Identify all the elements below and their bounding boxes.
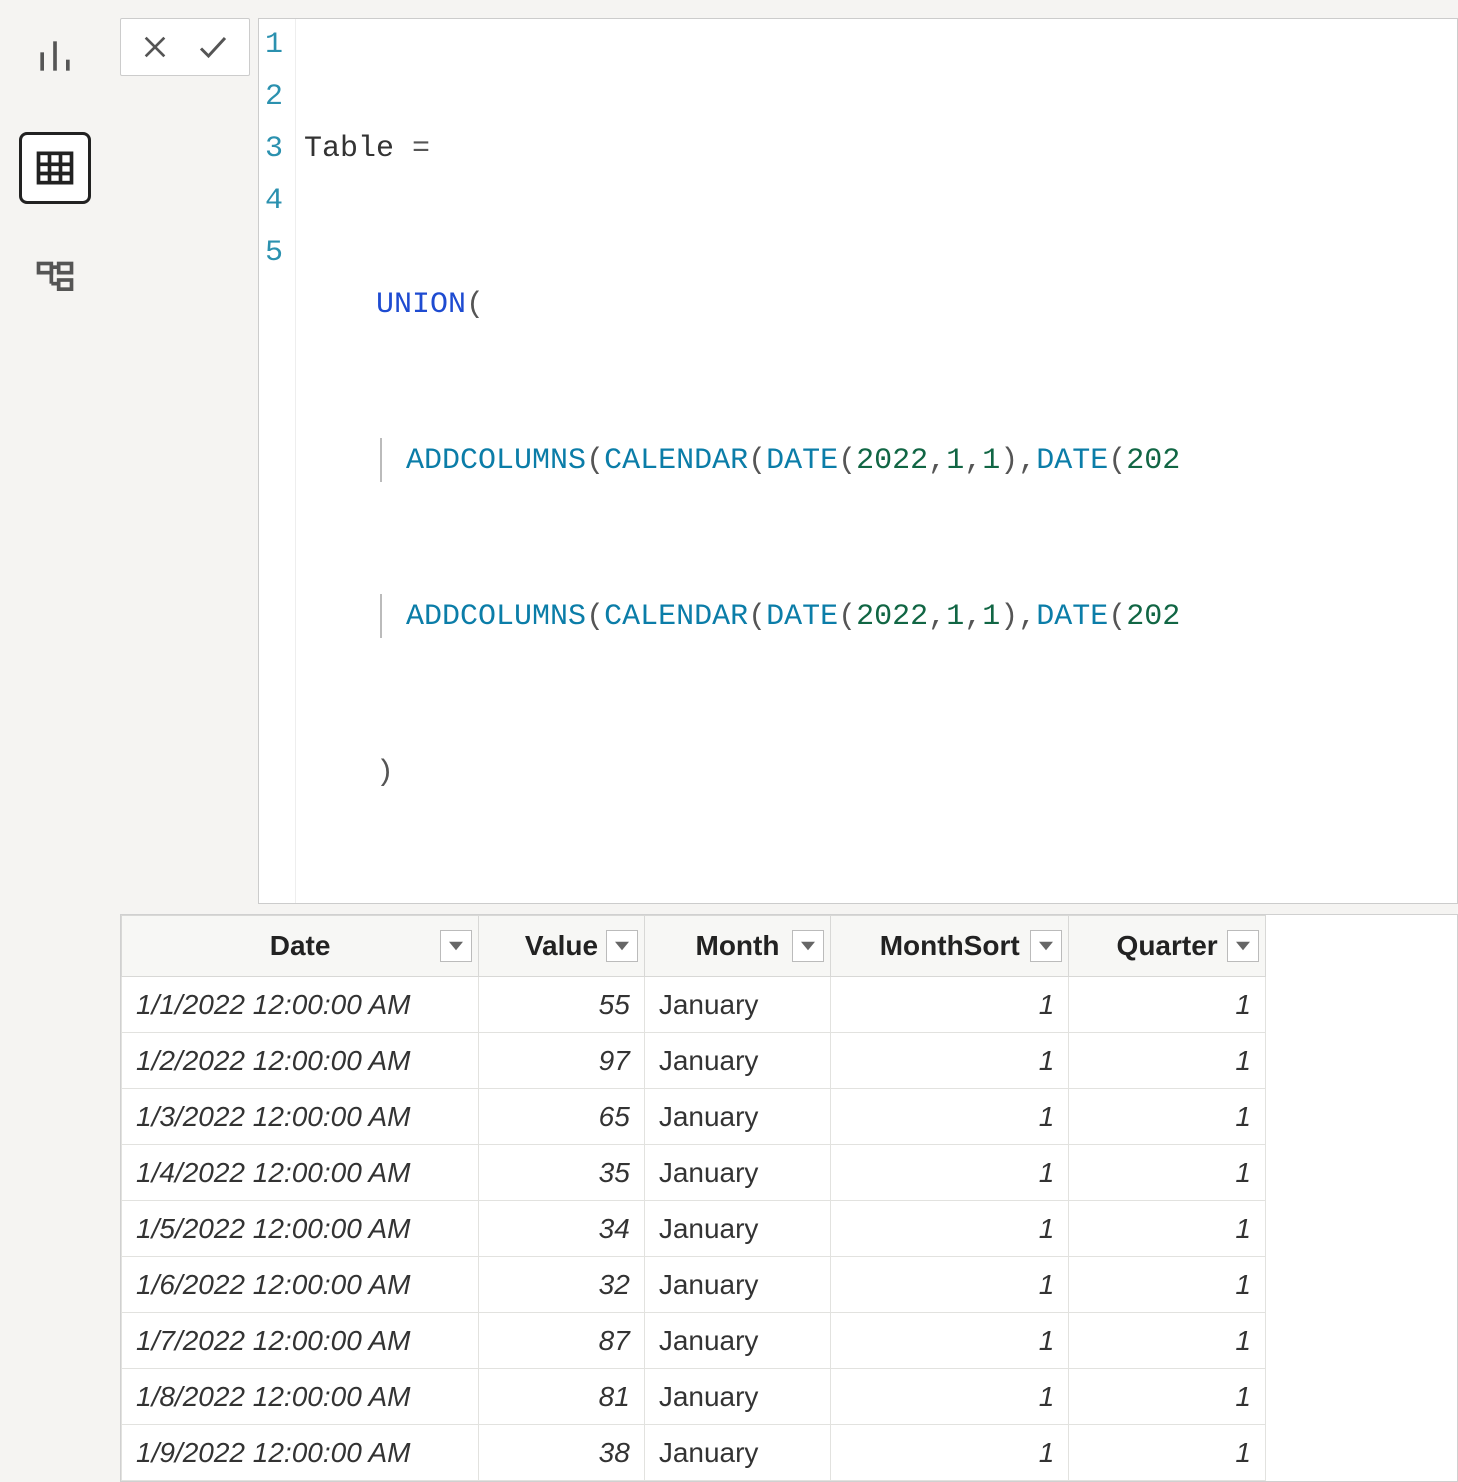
cell-month: January	[644, 1145, 830, 1201]
gutter-line: 5	[265, 227, 283, 279]
cell-month: January	[644, 1257, 830, 1313]
filter-dropdown-icon[interactable]	[792, 930, 824, 962]
code-line-4: ADDCOLUMNS(CALENDAR(DATE(2022,1,1),DATE(…	[304, 591, 1180, 643]
cell-date: 1/1/2022 12:00:00 AM	[122, 977, 479, 1033]
formula-bar: 1 2 3 4 5 Table = UNION( ADDCOLUMNS(CALE…	[120, 18, 1458, 904]
cell-value: 97	[479, 1033, 645, 1089]
cell-quarter: 1	[1069, 1089, 1266, 1145]
gutter-line: 4	[265, 175, 283, 227]
cell-date: 1/6/2022 12:00:00 AM	[122, 1257, 479, 1313]
cell-monthsort: 1	[831, 1089, 1069, 1145]
formula-editor[interactable]: 1 2 3 4 5 Table = UNION( ADDCOLUMNS(CALE…	[258, 18, 1458, 904]
filter-dropdown-icon[interactable]	[440, 930, 472, 962]
column-label: Month	[696, 930, 780, 962]
code-area[interactable]: Table = UNION( ADDCOLUMNS(CALENDAR(DATE(…	[296, 19, 1180, 903]
line-gutter: 1 2 3 4 5	[259, 19, 296, 903]
cell-value: 35	[479, 1145, 645, 1201]
main-content: 1 2 3 4 5 Table = UNION( ADDCOLUMNS(CALE…	[110, 0, 1458, 970]
cell-value: 65	[479, 1089, 645, 1145]
cell-quarter: 1	[1069, 1033, 1266, 1089]
code-line-5: )	[304, 747, 1180, 799]
commit-formula-button[interactable]	[195, 29, 231, 65]
cell-date: 1/9/2022 12:00:00 AM	[122, 1425, 479, 1481]
cell-quarter: 1	[1069, 1425, 1266, 1481]
cell-value: 34	[479, 1201, 645, 1257]
cell-value: 38	[479, 1425, 645, 1481]
filter-dropdown-icon[interactable]	[606, 930, 638, 962]
table-row[interactable]: 1/7/2022 12:00:00 AM87January11	[122, 1313, 1266, 1369]
gutter-line: 3	[265, 123, 283, 175]
cell-month: January	[644, 1313, 830, 1369]
data-table: Date Value Month MonthSort Quarter 1/1/2022 …	[121, 915, 1266, 1481]
gutter-line: 2	[265, 71, 283, 123]
cell-quarter: 1	[1069, 977, 1266, 1033]
cell-monthsort: 1	[831, 977, 1069, 1033]
table-row[interactable]: 1/4/2022 12:00:00 AM35January11	[122, 1145, 1266, 1201]
cell-monthsort: 1	[831, 1257, 1069, 1313]
table-row[interactable]: 1/9/2022 12:00:00 AM38January11	[122, 1425, 1266, 1481]
column-header-monthsort[interactable]: MonthSort	[831, 916, 1069, 977]
cell-monthsort: 1	[831, 1145, 1069, 1201]
column-label: Date	[270, 930, 331, 962]
column-label: Quarter	[1117, 930, 1218, 962]
cell-date: 1/8/2022 12:00:00 AM	[122, 1369, 479, 1425]
cell-quarter: 1	[1069, 1201, 1266, 1257]
formula-actions	[120, 18, 250, 76]
cell-month: January	[644, 1033, 830, 1089]
cell-value: 81	[479, 1369, 645, 1425]
data-view-icon[interactable]	[19, 132, 91, 204]
cell-month: January	[644, 977, 830, 1033]
table-row[interactable]: 1/2/2022 12:00:00 AM97January11	[122, 1033, 1266, 1089]
cell-value: 55	[479, 977, 645, 1033]
cell-date: 1/5/2022 12:00:00 AM	[122, 1201, 479, 1257]
gutter-line: 1	[265, 19, 283, 71]
code-line-2: UNION(	[304, 279, 1180, 331]
filter-dropdown-icon[interactable]	[1227, 930, 1259, 962]
cell-month: January	[644, 1425, 830, 1481]
model-view-icon[interactable]	[19, 244, 91, 316]
cell-monthsort: 1	[831, 1425, 1069, 1481]
cell-monthsort: 1	[831, 1201, 1069, 1257]
column-label: MonthSort	[880, 930, 1020, 962]
cell-monthsort: 1	[831, 1313, 1069, 1369]
cell-value: 32	[479, 1257, 645, 1313]
cell-quarter: 1	[1069, 1313, 1266, 1369]
table-row[interactable]: 1/8/2022 12:00:00 AM81January11	[122, 1369, 1266, 1425]
column-header-month[interactable]: Month	[644, 916, 830, 977]
column-header-date[interactable]: Date	[122, 916, 479, 977]
table-row[interactable]: 1/5/2022 12:00:00 AM34January11	[122, 1201, 1266, 1257]
column-header-value[interactable]: Value	[479, 916, 645, 977]
column-label: Value	[525, 930, 598, 962]
cell-value: 87	[479, 1313, 645, 1369]
cell-monthsort: 1	[831, 1369, 1069, 1425]
table-row[interactable]: 1/1/2022 12:00:00 AM55January11	[122, 977, 1266, 1033]
cell-quarter: 1	[1069, 1145, 1266, 1201]
cell-date: 1/7/2022 12:00:00 AM	[122, 1313, 479, 1369]
cancel-formula-button[interactable]	[139, 31, 171, 63]
cell-date: 1/2/2022 12:00:00 AM	[122, 1033, 479, 1089]
table-row[interactable]: 1/3/2022 12:00:00 AM65January11	[122, 1089, 1266, 1145]
cell-month: January	[644, 1089, 830, 1145]
report-view-icon[interactable]	[19, 20, 91, 92]
cell-month: January	[644, 1201, 830, 1257]
table-header-row: Date Value Month MonthSort Quarter	[122, 916, 1266, 977]
code-line-3: ADDCOLUMNS(CALENDAR(DATE(2022,1,1),DATE(…	[304, 435, 1180, 487]
data-table-wrapper: Date Value Month MonthSort Quarter 1/1/2022 …	[120, 914, 1458, 1482]
left-nav-sidebar	[0, 0, 110, 970]
cell-quarter: 1	[1069, 1257, 1266, 1313]
cell-monthsort: 1	[831, 1033, 1069, 1089]
code-line-1: Table =	[304, 123, 1180, 175]
cell-date: 1/3/2022 12:00:00 AM	[122, 1089, 479, 1145]
cell-date: 1/4/2022 12:00:00 AM	[122, 1145, 479, 1201]
filter-dropdown-icon[interactable]	[1030, 930, 1062, 962]
table-row[interactable]: 1/6/2022 12:00:00 AM32January11	[122, 1257, 1266, 1313]
column-header-quarter[interactable]: Quarter	[1069, 916, 1266, 977]
cell-month: January	[644, 1369, 830, 1425]
cell-quarter: 1	[1069, 1369, 1266, 1425]
